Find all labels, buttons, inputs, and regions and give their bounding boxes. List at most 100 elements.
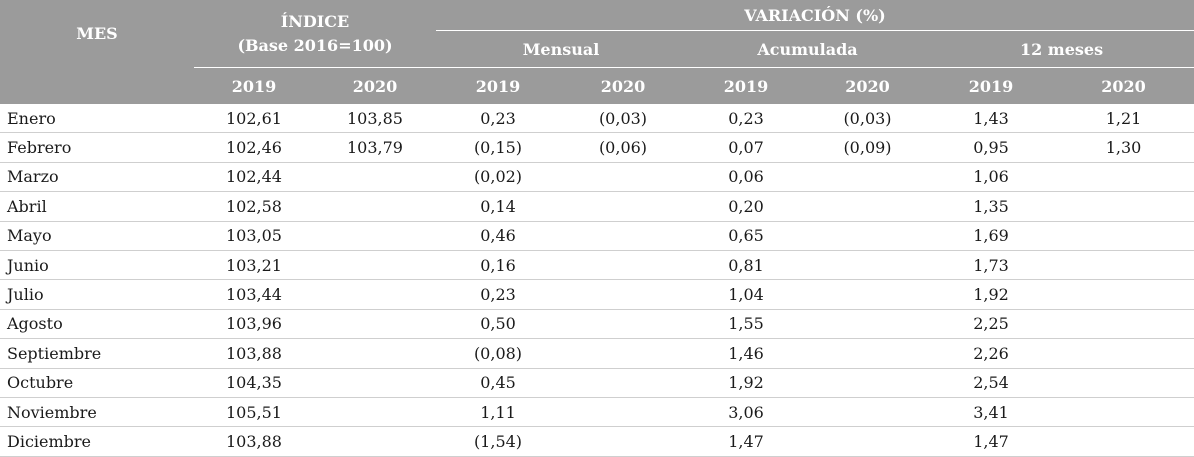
value-cell: (0,09) xyxy=(806,132,929,163)
header-mes: MES xyxy=(0,0,194,68)
value-cell xyxy=(806,368,929,398)
header-year: 2019 xyxy=(194,67,314,104)
value-cell: 1,92 xyxy=(686,368,806,398)
value-cell: 2,26 xyxy=(929,338,1053,369)
value-cell xyxy=(314,221,436,251)
value-cell xyxy=(806,221,929,251)
value-cell: 0,16 xyxy=(436,250,560,281)
value-cell: 1,47 xyxy=(686,426,806,457)
header-year: 2020 xyxy=(1053,67,1194,104)
value-cell xyxy=(314,397,436,428)
value-cell: 3,41 xyxy=(929,397,1053,428)
value-cell xyxy=(560,162,686,193)
value-cell xyxy=(560,309,686,340)
value-cell: 103,88 xyxy=(194,426,314,457)
header-year: 2020 xyxy=(314,67,436,104)
month-cell: Septiembre xyxy=(0,338,194,369)
month-cell: Julio xyxy=(0,279,194,310)
value-cell xyxy=(806,279,929,310)
value-cell: 1,47 xyxy=(929,426,1053,457)
value-cell xyxy=(314,279,436,310)
table-row: Abril 102,58 0,14 0,20 1,35 xyxy=(0,191,1194,222)
value-cell xyxy=(314,309,436,340)
value-cell: 2,25 xyxy=(929,309,1053,340)
table-row: Septiembre 103,88 (0,08) 1,46 2,26 xyxy=(0,338,1194,369)
value-cell: 102,44 xyxy=(194,162,314,193)
table-row: Agosto 103,96 0,50 1,55 2,25 xyxy=(0,309,1194,340)
value-cell: 1,92 xyxy=(929,279,1053,310)
value-cell xyxy=(1053,191,1194,222)
month-cell: Febrero xyxy=(0,132,194,163)
value-cell: 103,79 xyxy=(314,132,436,163)
value-cell: 102,61 xyxy=(194,104,314,134)
value-cell: 0,06 xyxy=(686,162,806,193)
value-cell xyxy=(806,162,929,193)
value-cell: 0,95 xyxy=(929,132,1053,163)
header-12-meses: 12 meses xyxy=(929,30,1194,68)
value-cell xyxy=(806,397,929,428)
header-year: 2020 xyxy=(806,67,929,104)
value-cell: 1,43 xyxy=(929,104,1053,134)
value-cell xyxy=(314,368,436,398)
value-cell xyxy=(1053,250,1194,281)
value-cell: 0,23 xyxy=(436,279,560,310)
value-cell: 3,06 xyxy=(686,397,806,428)
header-year: 2019 xyxy=(436,67,560,104)
table-body: Enero 102,61 103,85 0,23 (0,03) 0,23 (0,03) 1,4… xyxy=(0,104,1194,457)
value-cell: 1,06 xyxy=(929,162,1053,193)
value-cell: 0,14 xyxy=(436,191,560,222)
value-cell: 1,46 xyxy=(686,338,806,369)
value-cell: 0,20 xyxy=(686,191,806,222)
value-cell xyxy=(314,338,436,369)
value-cell xyxy=(560,250,686,281)
value-cell xyxy=(560,338,686,369)
month-cell: Junio xyxy=(0,250,194,281)
value-cell: 103,21 xyxy=(194,250,314,281)
value-cell xyxy=(1053,368,1194,398)
value-cell xyxy=(560,191,686,222)
value-cell: 103,96 xyxy=(194,309,314,340)
value-cell xyxy=(1053,338,1194,369)
month-cell: Agosto xyxy=(0,309,194,340)
header-indice: ÍNDICE (Base 2016=100) xyxy=(194,0,436,68)
header-empty xyxy=(0,67,194,104)
table-row: Junio 103,21 0,16 0,81 1,73 xyxy=(0,250,1194,281)
value-cell: 0,45 xyxy=(436,368,560,398)
value-cell: 103,85 xyxy=(314,104,436,134)
value-cell: 0,81 xyxy=(686,250,806,281)
value-cell: 0,23 xyxy=(686,104,806,134)
value-cell: 0,50 xyxy=(436,309,560,340)
value-cell: 103,05 xyxy=(194,221,314,251)
header-mensual: Mensual xyxy=(436,30,686,68)
month-cell: Mayo xyxy=(0,221,194,251)
value-cell: 1,55 xyxy=(686,309,806,340)
value-cell xyxy=(560,426,686,457)
value-cell xyxy=(1053,309,1194,340)
header-indice-base: (Base 2016=100) xyxy=(237,35,393,55)
value-cell: 105,51 xyxy=(194,397,314,428)
value-cell xyxy=(560,368,686,398)
value-cell: 0,07 xyxy=(686,132,806,163)
value-cell xyxy=(314,191,436,222)
value-cell xyxy=(806,250,929,281)
value-cell xyxy=(314,426,436,457)
table-row: Marzo 102,44 (0,02) 0,06 1,06 xyxy=(0,162,1194,193)
header-year: 2020 xyxy=(560,67,686,104)
value-cell: (0,06) xyxy=(560,132,686,163)
value-cell xyxy=(806,309,929,340)
value-cell: (0,15) xyxy=(436,132,560,163)
header-year: 2019 xyxy=(929,67,1053,104)
value-cell xyxy=(560,221,686,251)
value-cell: 103,44 xyxy=(194,279,314,310)
header-acumulada: Acumulada xyxy=(686,30,929,68)
month-cell: Marzo xyxy=(0,162,194,193)
value-cell: (0,02) xyxy=(436,162,560,193)
value-cell: 0,23 xyxy=(436,104,560,134)
table-row: Octubre 104,35 0,45 1,92 2,54 xyxy=(0,368,1194,398)
header-year: 2019 xyxy=(686,67,806,104)
value-cell: 1,73 xyxy=(929,250,1053,281)
value-cell: (0,03) xyxy=(806,104,929,134)
value-cell: 1,04 xyxy=(686,279,806,310)
value-cell: (0,08) xyxy=(436,338,560,369)
